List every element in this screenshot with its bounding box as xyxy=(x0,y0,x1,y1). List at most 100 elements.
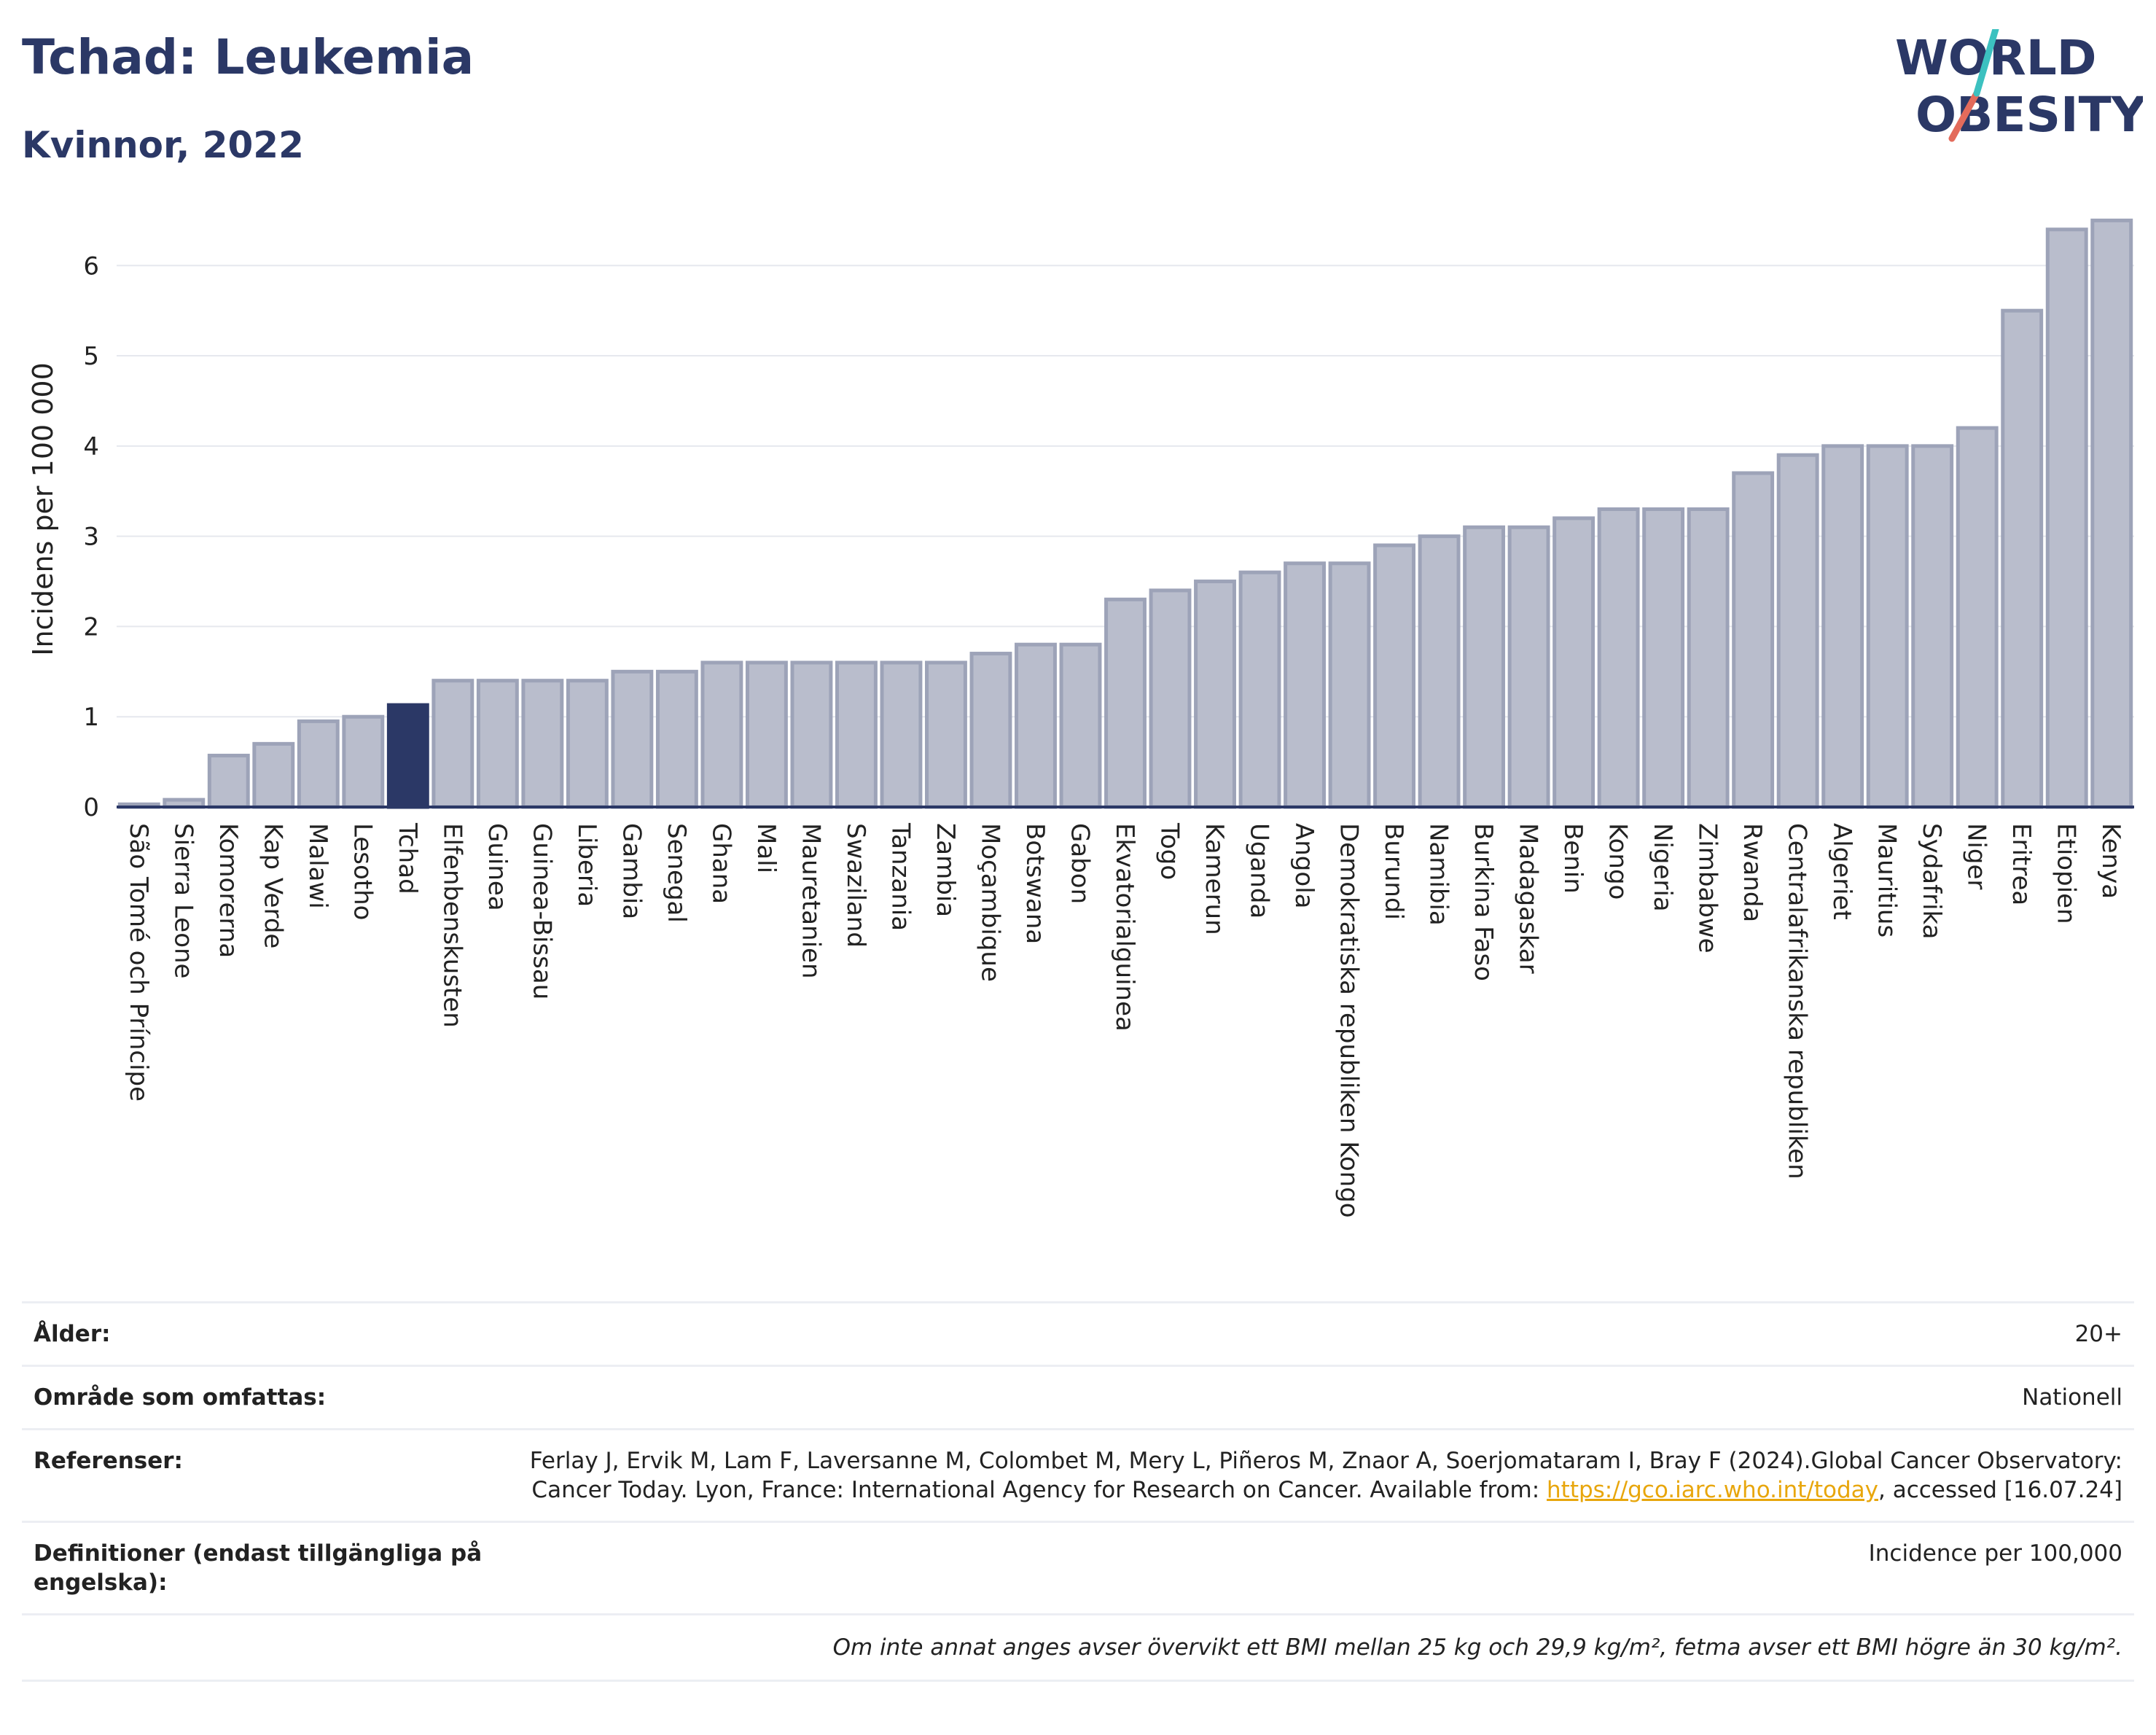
bar-chart: 0 1 2 3 4 5 6 Incidens per 100 000 São Tomé och … xyxy=(27,218,2134,1218)
bar xyxy=(386,703,429,809)
bar xyxy=(1149,588,1192,809)
x-tick-label: Angola xyxy=(1289,823,1319,908)
bar xyxy=(835,660,878,809)
bar xyxy=(1463,525,1506,809)
bar xyxy=(1776,453,1819,809)
bar xyxy=(1552,516,1595,809)
x-tick-label: Lesotho xyxy=(348,823,377,920)
references-link[interactable]: https://gco.iarc.who.int/today xyxy=(1547,1477,1878,1503)
bmi-footnote: Om inte annat anges avser övervikt ett B… xyxy=(22,1613,2134,1682)
bar xyxy=(745,660,788,809)
x-tick-label: Sierra Leone xyxy=(168,823,198,978)
x-tick-label: Benin xyxy=(1558,823,1587,894)
references-text-1: Ferlay J, Ervik M, Lam F, Laversanne M, … xyxy=(529,1448,2122,1503)
bar xyxy=(252,741,295,809)
bar xyxy=(790,660,833,809)
x-tick-label: Guinea xyxy=(483,823,512,911)
x-tick-label: Moçambique xyxy=(975,823,1004,982)
bar xyxy=(342,714,385,809)
bar xyxy=(2001,308,2044,809)
age-label: Ålder: xyxy=(34,1321,111,1347)
x-tick-label: Uganda xyxy=(1245,823,1274,919)
references-label: Referenser: xyxy=(34,1448,183,1474)
area-value: Nationell xyxy=(2022,1384,2122,1411)
x-tick-label: Zimbabwe xyxy=(1693,823,1722,954)
x-tick-label: Kongo xyxy=(1604,823,1633,900)
bar xyxy=(1597,507,1640,809)
bar xyxy=(476,679,519,809)
bar xyxy=(1059,642,1102,809)
bar xyxy=(1328,561,1371,809)
x-tick-label: Niger xyxy=(1962,823,1991,889)
bar xyxy=(1418,534,1461,809)
y-axis-label: Incidens per 100 000 xyxy=(27,362,59,656)
x-tick-label: Sydafrika xyxy=(1917,823,1946,939)
bar xyxy=(1642,507,1685,809)
x-tick-label: Kenya xyxy=(2096,823,2125,899)
bar xyxy=(2090,218,2133,809)
page-title: Tchad: Leukemia xyxy=(22,29,474,85)
x-tick-label: Eritrea xyxy=(2007,823,2036,905)
bar xyxy=(1821,444,1864,809)
bar xyxy=(1015,642,1057,809)
world-obesity-logo: WORLD OBESITY xyxy=(1895,29,2143,143)
x-tick-label: Botswana xyxy=(1020,823,1050,944)
x-tick-label: Swaziland xyxy=(841,823,870,948)
meta-row-age: Ålder: 20+ xyxy=(22,1301,2134,1365)
bar xyxy=(207,753,250,809)
x-tick-label: Zambia xyxy=(931,823,960,917)
bar xyxy=(431,679,474,809)
logo-slash-lower xyxy=(1948,90,1980,142)
bar xyxy=(969,652,1012,809)
x-tick-label: Burkina Faso xyxy=(1469,823,1498,981)
x-tick-label: Malawi xyxy=(303,823,332,909)
meta-row-area: Område som omfattas: Nationell xyxy=(22,1365,2134,1428)
meta-row-definitions: Definitioner (endast tillgängliga på eng… xyxy=(22,1521,2134,1613)
x-tick-label: Ekvatorialguinea xyxy=(1110,823,1139,1032)
x-tick-label: Centralafrikanska republiken xyxy=(1783,823,1812,1180)
y-tick-label: 2 xyxy=(83,612,99,642)
logo-slash-upper xyxy=(1973,29,1999,97)
x-tick-label: Mali xyxy=(751,823,781,873)
x-tick-label: Mauretanien xyxy=(796,823,825,979)
x-tick-label: Algeriet xyxy=(1827,823,1856,920)
bar xyxy=(1507,525,1550,809)
bar xyxy=(1911,444,1954,809)
x-tick-label: Tanzania xyxy=(886,822,915,931)
x-tick-label: Guinea-Bissau xyxy=(527,823,556,999)
bar xyxy=(1284,561,1326,809)
x-tick-label: Ghana xyxy=(706,823,735,904)
definitions-label: Definitioner (endast tillgängliga på eng… xyxy=(34,1540,483,1596)
x-tick-label: Burundi xyxy=(1379,823,1408,920)
bar xyxy=(1104,597,1147,809)
x-tick-label: Mauritius xyxy=(1872,823,1902,937)
x-tick-label: Tchad xyxy=(393,822,422,894)
references-value: Ferlay J, Ervik M, Lam F, Laversanne M, … xyxy=(519,1446,2122,1505)
x-tick-label: Senegal xyxy=(662,823,691,923)
bar xyxy=(925,660,967,809)
x-tick-label: Komorerna xyxy=(214,823,243,958)
bar xyxy=(880,660,923,809)
bar xyxy=(1238,570,1281,809)
x-tick-label: Gambia xyxy=(617,823,646,919)
x-tick-label: Rwanda xyxy=(1738,823,1767,922)
y-tick-label: 3 xyxy=(83,523,99,552)
x-tick-label: Demokratiska republiken Kongo xyxy=(1335,823,1364,1218)
bar xyxy=(1956,426,1999,809)
bar xyxy=(2045,227,2088,809)
bar xyxy=(521,679,564,809)
x-tick-label: Nigeria xyxy=(1648,823,1677,912)
bar xyxy=(1687,507,1730,809)
bar xyxy=(611,669,654,809)
meta-row-references: Referenser: Ferlay J, Ervik M, Lam F, La… xyxy=(22,1428,2134,1521)
x-tick-label: São Tomé och Príncipe xyxy=(124,823,153,1102)
bar xyxy=(566,679,609,809)
x-tick-label: Namibia xyxy=(1424,823,1453,926)
page-subtitle: Kvinnor, 2022 xyxy=(22,124,304,166)
metadata-table: Ålder: 20+ Område som omfattas: Nationel… xyxy=(22,1301,2134,1682)
y-tick-label: 1 xyxy=(83,703,99,732)
x-tick-label: Kamerun xyxy=(1200,823,1229,935)
y-tick-label: 5 xyxy=(83,342,99,371)
x-tick-label: Etiopien xyxy=(2052,823,2081,924)
age-value: 20+ xyxy=(2074,1321,2122,1347)
